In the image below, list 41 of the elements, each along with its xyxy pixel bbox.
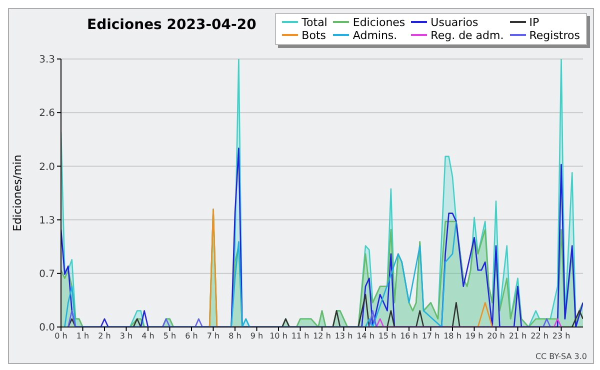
legend-label: IP — [528, 16, 540, 29]
x-tick-label: 23 h — [552, 332, 570, 341]
legend-label: Registros — [528, 29, 580, 42]
y-tick-label: 0.7 — [39, 268, 55, 280]
x-tick-label: 9 h — [250, 332, 264, 341]
x-tick-label: 13 h — [334, 332, 353, 341]
legend-label: Total — [300, 16, 328, 29]
x-tick-label: 18 h — [444, 332, 462, 341]
x-tick-label: 14 h — [356, 332, 374, 341]
y-tick-label: 3.3 — [39, 54, 55, 66]
text: CC BY-SA 3.0 — [535, 352, 587, 361]
x-tick-label: 20 h — [487, 332, 505, 341]
x-tick-label: 21 h — [508, 332, 527, 341]
x-tick-label: 16 h — [400, 332, 418, 341]
legend-label: Admins. — [352, 29, 398, 42]
y-tick-label: 2.0 — [39, 162, 55, 173]
x-tick-label: 0 h — [54, 332, 68, 341]
x-tick-label: 19 h — [465, 332, 484, 341]
x-tick-label: 1 h — [76, 332, 90, 341]
y-tick-label: 0.0 — [39, 322, 55, 334]
x-tick-label: 7 h — [206, 332, 220, 341]
x-tick-label: 17 h — [422, 332, 440, 341]
x-tick-label: 10 h — [270, 332, 288, 341]
legend-label: Reg. de adm. — [430, 29, 504, 42]
legend-label: Ediciones — [352, 16, 406, 29]
y-tick-label: 2.6 — [39, 108, 55, 120]
x-tick-label: 8 h — [228, 332, 242, 341]
x-tick-label: 22 h — [530, 332, 548, 341]
x-tick-label: 2 h — [98, 332, 111, 341]
x-tick-label: 11 h — [291, 332, 310, 341]
x-tick-label: 12 h — [313, 332, 331, 341]
y-tick-label: 1.3 — [39, 215, 55, 226]
x-tick-label: 3 h — [120, 332, 133, 341]
x-tick-label: 5 h — [163, 332, 176, 341]
x-tick-label: 4 h — [142, 332, 154, 341]
legend-label: Bots — [300, 29, 327, 42]
x-tick-label: 6 h — [185, 332, 198, 341]
y-axis-title: Ediciones/min — [10, 154, 24, 232]
chart-title: Ediciones 2023-04-20 — [87, 17, 256, 33]
x-tick-label: 15 h — [378, 332, 396, 341]
legend-label: Usuarios — [430, 16, 480, 29]
